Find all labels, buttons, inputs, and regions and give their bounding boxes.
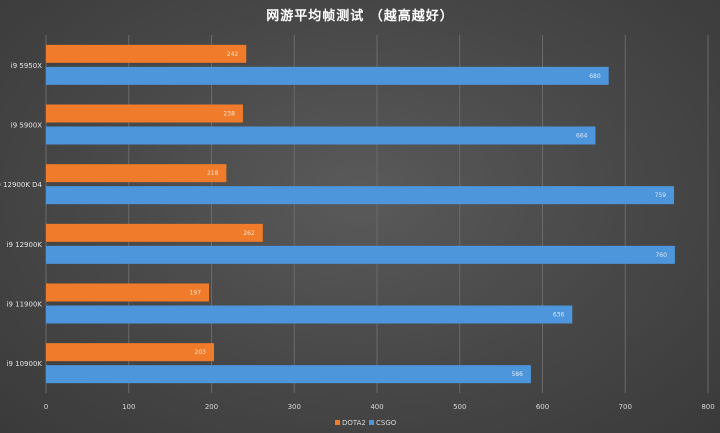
bar-csgo xyxy=(46,245,675,264)
x-tick-label: 0 xyxy=(44,403,48,411)
x-tick-label: 600 xyxy=(536,403,549,411)
bar-dota2 xyxy=(46,283,210,302)
x-tick-label: 300 xyxy=(288,403,301,411)
data-label: 664 xyxy=(576,133,588,140)
data-label: 680 xyxy=(589,73,601,80)
data-label: 218 xyxy=(207,170,219,177)
legend-label-dota2: DOTA2 xyxy=(342,419,366,427)
category-label: i9 11900K xyxy=(7,301,43,309)
category-label: i9 10900K xyxy=(7,360,43,368)
category-label: i9 5950X xyxy=(11,62,42,70)
data-label: 262 xyxy=(243,230,255,237)
x-tick-label: 700 xyxy=(619,403,632,411)
data-label: 586 xyxy=(511,371,523,378)
legend-swatch-dota2 xyxy=(335,420,340,425)
data-label: 197 xyxy=(190,290,202,297)
x-tick-label: 500 xyxy=(453,403,466,411)
data-label: 759 xyxy=(655,192,667,199)
category-label: i9 5900X xyxy=(11,122,42,130)
bar-dota2 xyxy=(46,164,227,183)
data-label: 238 xyxy=(223,111,235,118)
x-tick-label: 200 xyxy=(205,403,218,411)
legend-label-csgo: CSGO xyxy=(376,419,397,427)
category-label: i9 12900K D4 xyxy=(0,181,43,189)
x-tick-label: 400 xyxy=(370,403,383,411)
chart-title: 网游平均帧测试 （越高越好） xyxy=(266,9,454,24)
bar-csgo xyxy=(46,66,609,85)
bar-dota2 xyxy=(46,223,263,242)
x-tick-label: 100 xyxy=(122,403,135,411)
bar-csgo xyxy=(46,186,675,205)
bar-csgo xyxy=(46,126,596,145)
data-label: 760 xyxy=(655,252,667,259)
legend-swatch-csgo xyxy=(369,420,374,425)
x-tick-label: 800 xyxy=(701,403,714,411)
data-label: 203 xyxy=(195,349,207,356)
bar-csgo xyxy=(46,365,531,384)
category-label: i9 12900K xyxy=(7,241,43,249)
bar-dota2 xyxy=(46,44,247,63)
bar-dota2 xyxy=(46,104,243,123)
data-label: 636 xyxy=(553,312,565,319)
bar-dota2 xyxy=(46,343,214,362)
data-label: 242 xyxy=(227,51,239,58)
bar-csgo xyxy=(46,305,573,324)
